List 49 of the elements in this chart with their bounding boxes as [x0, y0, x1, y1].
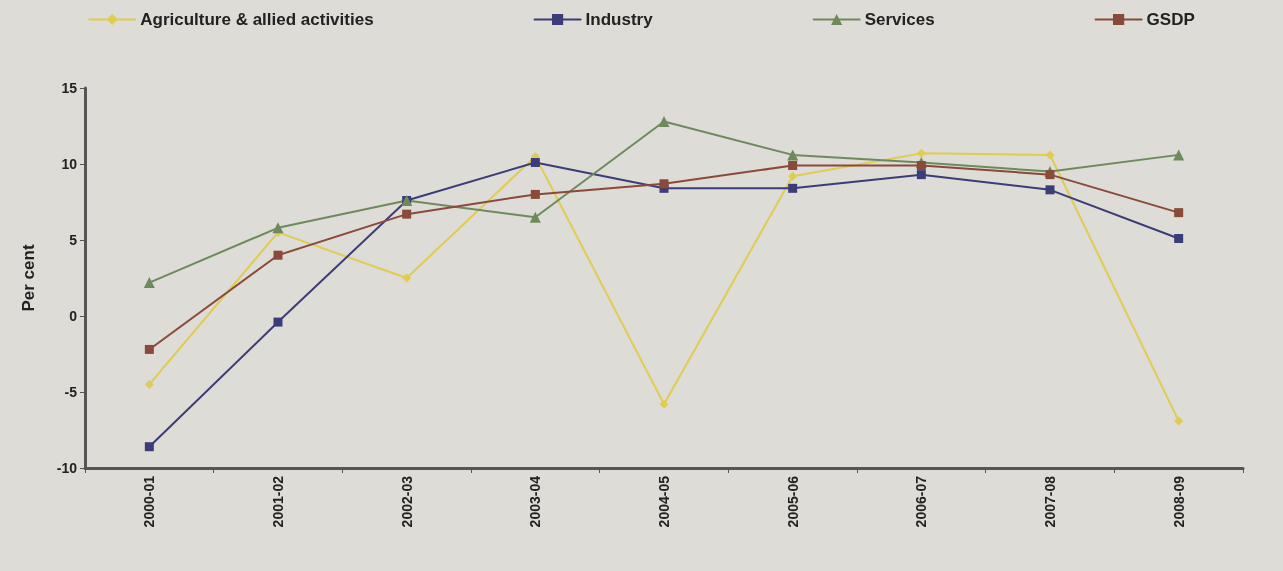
y-tick-label: 5 — [69, 232, 78, 248]
point — [144, 379, 154, 389]
point — [1045, 185, 1055, 195]
y-tick-label: 0 — [69, 308, 78, 324]
x-tick-label: 2003-04 — [527, 475, 544, 528]
y-tick-label: 15 — [61, 80, 78, 96]
y-axis-title: Per cent — [19, 244, 38, 312]
x-tick-label: 2008-09 — [1170, 475, 1187, 528]
x-tick-label: 2004-05 — [656, 475, 672, 528]
x-tick-label: 2000-01 — [141, 475, 158, 528]
point — [1174, 208, 1184, 218]
point — [788, 183, 798, 193]
y-tick-label: -5 — [64, 384, 78, 400]
x-tick-label: 2002-03 — [398, 475, 415, 528]
point — [1173, 149, 1185, 161]
legend-label: Industry — [585, 10, 654, 29]
point — [916, 161, 926, 171]
x-tick-label: 2005-06 — [784, 475, 801, 528]
point — [916, 170, 926, 180]
point — [143, 277, 155, 289]
point — [788, 161, 798, 171]
point — [530, 189, 540, 199]
x-tick-label: 2001-02 — [270, 475, 286, 528]
point — [402, 209, 412, 219]
point — [658, 115, 670, 127]
y-tick-label: 10 — [61, 156, 78, 172]
y-tick-label: -10 — [56, 460, 78, 476]
x-tick-label: 2007-08 — [1042, 475, 1058, 528]
point — [1174, 233, 1184, 243]
point — [529, 211, 541, 223]
point — [787, 149, 799, 161]
point — [916, 148, 926, 158]
point — [402, 273, 412, 283]
legend-label: Agriculture & allied activities — [140, 10, 374, 29]
legend-label: Services — [864, 10, 935, 29]
point — [144, 344, 154, 354]
point — [1174, 416, 1184, 426]
point — [530, 157, 540, 167]
point — [144, 442, 154, 452]
point — [659, 399, 669, 409]
point — [272, 222, 284, 234]
legend-label: GSDP — [1146, 10, 1195, 29]
point — [1045, 150, 1055, 160]
point — [273, 317, 283, 327]
point — [273, 250, 283, 260]
point — [659, 179, 669, 189]
x-tick-label: 2006-07 — [913, 475, 930, 528]
point — [1045, 170, 1055, 180]
point — [788, 171, 798, 181]
